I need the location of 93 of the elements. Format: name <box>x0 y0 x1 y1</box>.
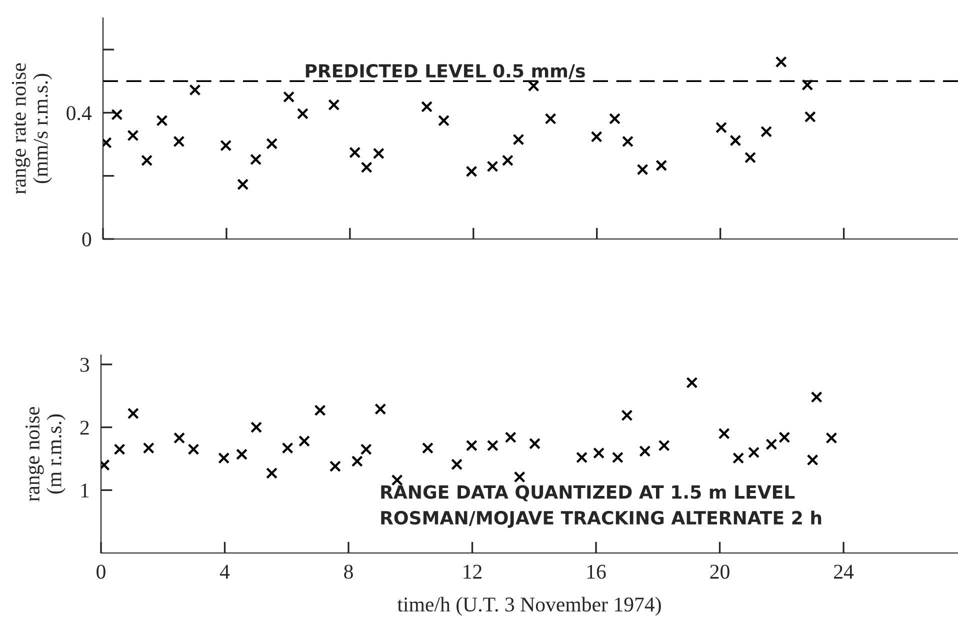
point <box>544 112 556 124</box>
y-axis-title: range noise (m r.m.s.) <box>26 407 66 502</box>
point <box>466 440 478 452</box>
point <box>298 435 310 447</box>
point <box>372 148 384 160</box>
y-tick-label: 1 <box>81 484 89 498</box>
point <box>778 432 790 444</box>
point <box>486 160 498 172</box>
point <box>266 467 278 479</box>
point <box>528 80 540 92</box>
point <box>760 126 772 138</box>
point <box>512 134 524 146</box>
point <box>804 111 816 123</box>
point <box>218 452 230 464</box>
point <box>486 440 498 452</box>
point <box>422 442 434 454</box>
point <box>237 178 249 190</box>
point <box>810 391 822 403</box>
point <box>142 442 154 454</box>
point <box>173 136 185 148</box>
point <box>730 134 742 146</box>
point <box>608 112 621 124</box>
point <box>502 154 514 166</box>
point <box>656 160 668 172</box>
point <box>438 114 450 126</box>
point <box>266 138 278 150</box>
point <box>391 474 403 486</box>
point <box>188 444 200 456</box>
y-tick-label: 3 <box>80 358 90 372</box>
point <box>174 432 186 444</box>
point <box>360 162 372 174</box>
point <box>718 428 730 440</box>
point <box>590 130 602 142</box>
point <box>189 84 201 96</box>
point <box>328 99 340 111</box>
point <box>111 108 123 120</box>
point <box>374 403 386 415</box>
point <box>283 91 295 103</box>
point <box>802 79 814 91</box>
point <box>504 432 516 444</box>
point <box>775 56 787 68</box>
point <box>250 422 262 434</box>
point <box>421 100 433 112</box>
point <box>314 404 326 416</box>
point <box>715 122 728 134</box>
point <box>593 447 605 459</box>
x-axis-title: time/h (U.T. 3 November 1974) <box>397 596 661 616</box>
point <box>732 452 744 464</box>
point <box>236 448 248 460</box>
point <box>639 445 651 457</box>
point <box>296 108 308 120</box>
point <box>114 444 126 456</box>
point <box>156 114 168 126</box>
point <box>451 458 463 470</box>
point <box>686 376 698 388</box>
point <box>612 452 624 464</box>
annotation: RANGE DATA QUANTIZED AT 1.5 m LEVEL <box>381 485 795 502</box>
x-tick-label: 20 <box>710 564 730 579</box>
point <box>250 154 262 166</box>
point <box>514 471 526 483</box>
x-tick-label: 8 <box>344 564 353 579</box>
x-tick-label: 4 <box>220 564 230 579</box>
point <box>360 444 372 456</box>
point <box>576 452 588 464</box>
point <box>528 438 541 450</box>
y-axis-title: range rate noise (mm/s r.m.s.) <box>12 63 52 194</box>
point <box>127 408 139 420</box>
point <box>766 438 778 450</box>
point <box>622 136 634 148</box>
point <box>127 130 139 142</box>
point <box>826 432 838 444</box>
point <box>141 154 153 166</box>
point <box>329 460 341 472</box>
x-tick-label: 0 <box>96 564 106 579</box>
point <box>349 146 361 158</box>
point <box>658 440 670 452</box>
point <box>466 166 478 178</box>
ref-line-label: PREDICTED LEVEL 0.5 mm/s <box>306 64 585 80</box>
annotation: ROSMAN/MOJAVE TRACKING ALTERNATE 2 h <box>381 510 822 528</box>
point <box>220 140 232 152</box>
point <box>748 446 760 458</box>
y-tick-label: 2 <box>80 420 89 435</box>
point <box>744 152 756 164</box>
point <box>351 455 363 467</box>
y-tick-label: 0 <box>82 232 92 246</box>
x-tick-label: 12 <box>464 564 482 579</box>
point <box>806 454 818 466</box>
point <box>621 410 633 422</box>
x-tick-label: 24 <box>834 564 854 579</box>
y-tick-label: 0.4 <box>66 106 92 120</box>
x-tick-label: 16 <box>587 564 606 579</box>
point <box>282 442 294 454</box>
point <box>636 164 648 176</box>
